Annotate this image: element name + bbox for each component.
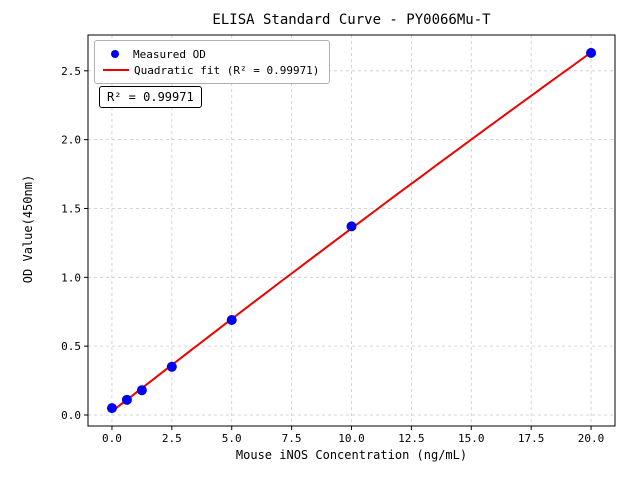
- y-tick-label: 0.0: [61, 409, 81, 422]
- y-tick-label: 2.0: [61, 134, 81, 147]
- legend-label-quadratic-fit: Quadratic fit (R² = 0.99971): [134, 63, 320, 77]
- x-tick-label: 10.0: [338, 432, 365, 445]
- measured-od-point: [586, 47, 597, 58]
- x-tick-label: 12.5: [398, 432, 425, 445]
- x-tick-label: 17.5: [518, 432, 545, 445]
- line-marker-icon: [103, 69, 129, 71]
- y-tick-label: 0.5: [61, 340, 81, 353]
- legend-entry-quadratic-fit: Quadratic fit (R² = 0.99971): [103, 62, 319, 78]
- y-tick-label: 1.0: [61, 271, 81, 284]
- chart-title: ELISA Standard Curve - PY0066Mu-T: [212, 12, 491, 28]
- measured-od-point: [226, 314, 237, 325]
- y-tick-label: 1.5: [61, 202, 81, 215]
- scatter-marker-icon: [111, 50, 119, 58]
- legend-label-measured-od: Measured OD: [133, 47, 206, 61]
- measured-od-point: [166, 361, 177, 372]
- measured-od-point: [121, 394, 132, 405]
- r-squared-annotation: R² = 0.99971: [99, 86, 202, 108]
- x-tick-label: 20.0: [578, 432, 605, 445]
- measured-od-point: [136, 385, 147, 396]
- x-tick-label: 15.0: [458, 432, 485, 445]
- measured-od-point: [106, 403, 117, 414]
- x-tick-label: 5.0: [222, 432, 242, 445]
- x-axis-label: Mouse iNOS Concentration (ng/mL): [235, 448, 468, 462]
- legend-entry-measured-od: Measured OD: [103, 46, 319, 62]
- measured-od-point: [346, 221, 357, 232]
- x-tick-label: 2.5: [162, 432, 182, 445]
- legend: Measured OD Quadratic fit (R² = 0.99971): [94, 40, 331, 84]
- y-axis-label: OD Value(450nm): [21, 174, 35, 284]
- x-tick-label: 7.5: [282, 432, 302, 445]
- y-tick-label: 2.5: [61, 65, 81, 78]
- x-tick-label: 0.0: [102, 432, 122, 445]
